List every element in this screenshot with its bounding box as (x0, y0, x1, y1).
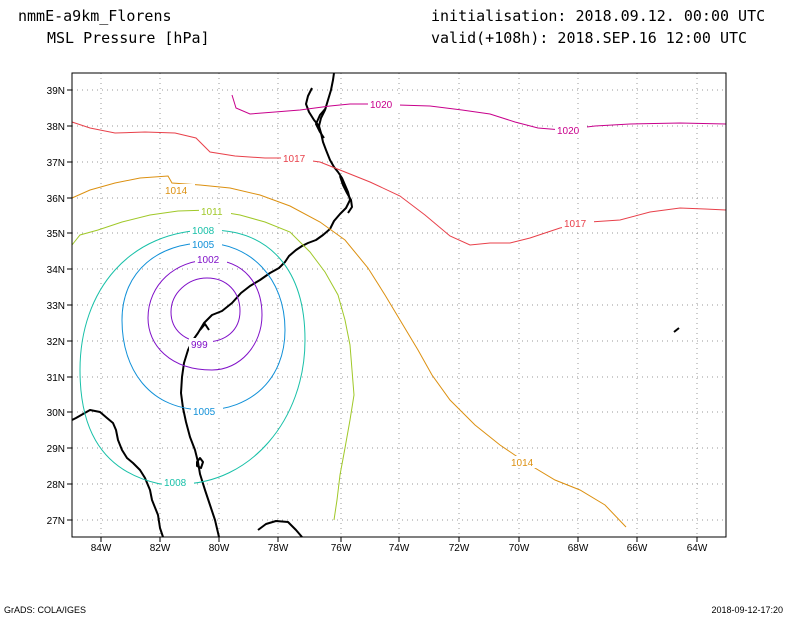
label-bg (163, 184, 195, 196)
isobar-label-1014: 1014 (165, 186, 188, 197)
tick-marks (67, 89, 698, 542)
label-bg (562, 217, 594, 229)
isobar-label-1017: 1017 (283, 154, 306, 165)
label-bg (190, 224, 222, 236)
isobar-label-1020: 1020 (370, 100, 393, 111)
lon-label: 76W (331, 543, 352, 554)
lat-label: 33N (47, 301, 65, 312)
label-bg (162, 476, 194, 488)
florida-keys (257, 520, 303, 538)
label-bg (195, 253, 227, 265)
isobar-label-1020: 1020 (557, 126, 580, 137)
isobar-1011 (71, 209, 355, 521)
delmarva-coast (305, 87, 320, 127)
init-time: initialisation: 2018.09.12. 00:00 UTC (431, 7, 765, 25)
isobar-1017 (71, 121, 727, 246)
lat-label: 27N (47, 516, 65, 527)
label-bg (199, 205, 231, 217)
florida-east-coast (180, 72, 351, 538)
lat-label: 38N (47, 122, 65, 133)
software-credit: GrADS: COLA/IGES (4, 605, 86, 615)
isobar-1020 (231, 94, 727, 131)
lat-label: 30N (47, 408, 65, 419)
isobar-label-1008: 1008 (192, 226, 215, 237)
lat-label: 35N (47, 229, 65, 240)
lat-label: 32N (47, 337, 65, 348)
lon-label: 64W (687, 543, 708, 554)
isobar-label-1005: 1005 (193, 407, 216, 418)
graticule (72, 73, 726, 537)
lon-label: 80W (209, 543, 230, 554)
lat-label: 39N (47, 86, 65, 97)
latitude-labels: 27N 28N 29N 30N 31N 32N 33N 34N 35N 36N … (47, 86, 65, 527)
lon-label: 70W (509, 543, 530, 554)
isobar-labels: 1020 1020 1017 1017 1014 1014 1011 1008 … (162, 98, 594, 489)
lon-label: 84W (91, 543, 112, 554)
label-bg (555, 124, 587, 136)
isobar-1014 (71, 175, 627, 528)
label-bg (368, 98, 400, 110)
outer-banks (339, 175, 353, 214)
longitude-labels: 84W 82W 80W 78W 76W 74W 72W 70W 68W 66W … (91, 543, 708, 554)
sc-sound (199, 323, 210, 331)
valid-time: valid(+108h): 2018.SEP.16 12:00 UTC (431, 29, 747, 47)
lon-label: 68W (568, 543, 589, 554)
lon-label: 74W (389, 543, 410, 554)
label-bg (191, 405, 223, 417)
us-east-coast (71, 409, 164, 538)
isobar-label-999: 999 (191, 340, 208, 351)
label-bg (189, 338, 213, 350)
isobar-label-1008: 1008 (164, 478, 187, 489)
lat-label: 34N (47, 265, 65, 276)
coastline (71, 72, 680, 538)
lat-label: 29N (47, 444, 65, 455)
chesapeake-coast (315, 107, 327, 139)
label-bg (281, 152, 313, 164)
lat-label: 28N (47, 480, 65, 491)
lon-label: 82W (150, 543, 171, 554)
isobar-label-1011: 1011 (201, 207, 223, 218)
model-title: nmmE-a9km_Florens (18, 7, 172, 25)
isobar-label-1005: 1005 (192, 240, 215, 251)
isobar-999 (170, 277, 241, 343)
lon-label: 78W (268, 543, 289, 554)
field-title: MSL Pressure [hPa] (47, 29, 210, 47)
lat-label: 36N (47, 194, 65, 205)
bermuda (673, 327, 680, 333)
lon-label: 66W (627, 543, 648, 554)
label-bg (509, 456, 541, 468)
lat-label: 37N (47, 158, 65, 169)
lake-okeechobee (196, 457, 204, 469)
isobars (71, 94, 727, 528)
label-bg (190, 238, 222, 250)
isobar-label-1014: 1014 (511, 458, 534, 469)
isobar-label-1002: 1002 (197, 255, 220, 266)
render-timestamp: 2018-09-12-17:20 (711, 605, 783, 615)
isobar-1002 (147, 259, 263, 371)
isobar-label-1017: 1017 (564, 219, 587, 230)
lon-label: 72W (449, 543, 470, 554)
lat-label: 31N (47, 373, 65, 384)
